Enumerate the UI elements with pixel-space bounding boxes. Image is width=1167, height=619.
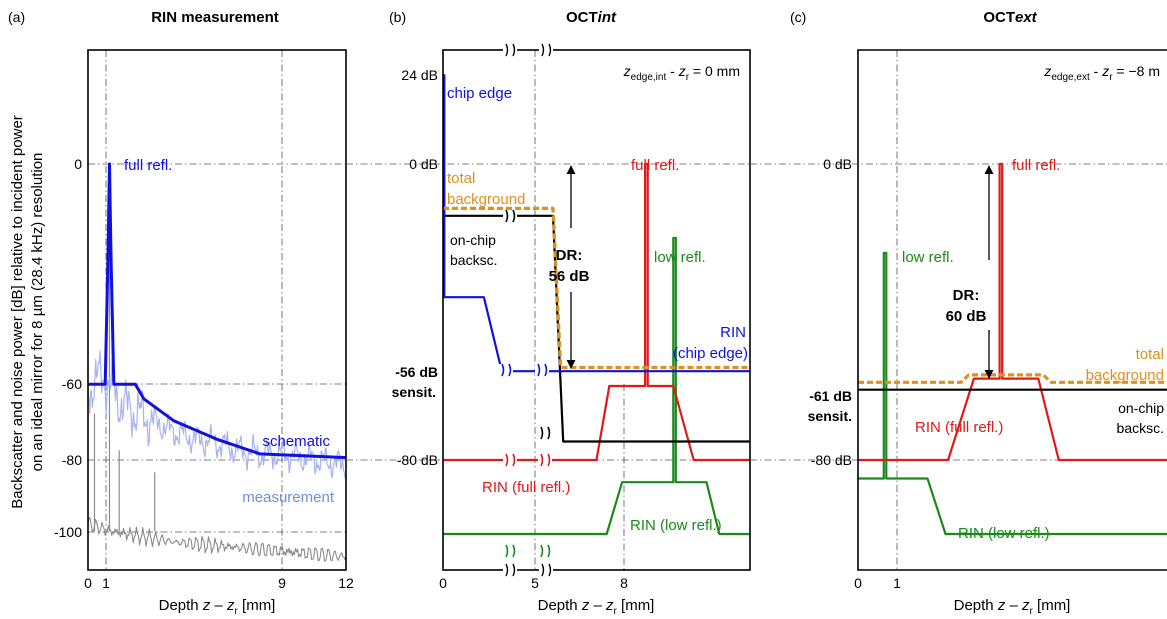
panel-a-ytick-60: -60	[62, 376, 82, 392]
panel-b-label-total-2: background	[447, 191, 525, 208]
panel-c-title: OCText	[983, 9, 1037, 26]
panel-c-xtick-1: 1	[893, 575, 901, 591]
ylabel-line-2: on an ideal mirror for 8 µm (28.4 kHz) r…	[29, 153, 46, 472]
panel-a-letter: (a)	[8, 9, 25, 25]
panel-c: (c) OCText 0 dB -80 dB -61 dB sensit. 0 …	[750, 9, 1167, 617]
panel-a-label-measurement: measurement	[242, 489, 335, 506]
panel-b-sens-label: sensit.	[392, 384, 436, 400]
panel-b-label-onchip-1: on-chip	[450, 232, 496, 248]
panel-b-sens-value: -56 dB	[395, 364, 438, 380]
panel-c-grid	[750, 50, 1167, 570]
break-low-refl-1	[503, 544, 517, 558]
panel-c-letter: (c)	[790, 9, 806, 25]
panel-b-label-onchip-2: backsc.	[450, 252, 497, 268]
panel-b-title: OCTint	[566, 9, 617, 26]
schematic-line	[88, 162, 347, 460]
panel-a-ytick-100: -100	[54, 524, 82, 540]
panel-c-ytick-80: -80 dB	[811, 452, 852, 468]
break-bot-2	[541, 563, 552, 577]
panel-c-label-onchip-2: backsc.	[1117, 420, 1164, 436]
panel-a-xtick-12: 12	[338, 575, 354, 591]
panel-a-xtick-1: 1	[102, 575, 110, 591]
panel-b-xlabel: Depth z – zr [mm]	[538, 597, 655, 617]
panel-b-label-rin-low: RIN (low refl.)	[630, 517, 722, 534]
panel-a-frame	[87, 49, 347, 571]
panel-b-axis-breaks	[503, 43, 553, 577]
panel-b-label-dr-1: DR:	[556, 247, 583, 264]
break-chip-edge-1	[499, 363, 513, 377]
panel-c-xtick-0: 0	[854, 575, 862, 591]
panel-c-sens-value: -61 dB	[809, 388, 852, 404]
panel-c-label-rin-low: RIN (low refl.)	[958, 525, 1050, 542]
panel-a: (a) RIN measurement 0 -60 -80 -100 0 1 9…	[8, 9, 354, 617]
panel-c-ytick-0: 0 dB	[823, 156, 852, 172]
panel-b-equation: zedge,int - zr = 0 mm	[623, 63, 740, 83]
panel-a-label-full-refl: full refl.	[124, 157, 172, 174]
panel-b-label-low-refl: low refl.	[654, 249, 706, 266]
break-bot-1	[505, 563, 516, 577]
break-top-1	[505, 43, 516, 57]
panel-c-label-low-refl: low refl.	[902, 249, 954, 266]
total-background-line	[858, 373, 1167, 384]
break-full-refl-2	[538, 453, 552, 467]
full-refl-line	[858, 162, 1167, 462]
ylabel-line-1: Backscatter and noise power [dB] relativ…	[9, 115, 26, 509]
low-refl-line	[443, 236, 750, 536]
panel-b-label-rin-1: RIN	[720, 324, 746, 341]
panel-b-label-chip-edge: chip edge	[447, 85, 512, 102]
panel-a-xtick-9: 9	[278, 575, 286, 591]
panel-c-label-full-refl: full refl.	[1012, 157, 1060, 174]
panel-b-frame	[442, 49, 751, 571]
panel-c-sens-label: sensit.	[808, 408, 852, 424]
chip-edge-line	[443, 74, 750, 373]
panel-a-xlabel: Depth z – zr [mm]	[159, 597, 276, 617]
break-top-2	[541, 43, 552, 57]
panel-b-xtick-0: 0	[439, 575, 447, 591]
panel-b-label-full-refl: full refl.	[631, 157, 679, 174]
panel-b-label-rin-2: (chip edge)	[673, 345, 748, 362]
panel-a-ytick-80: -80	[62, 452, 82, 468]
panel-c-label-total-2: background	[1086, 367, 1164, 384]
low-refl-line	[858, 251, 1167, 536]
panel-b-xtick-5: 5	[531, 575, 539, 591]
break-full-refl-1	[503, 453, 517, 467]
measurement-line	[87, 350, 347, 480]
panel-c-label-dr-1: DR:	[953, 287, 980, 304]
panel-b-label-dr-2: 56 dB	[549, 268, 590, 285]
panel-b-ytick-24: 24 dB	[401, 67, 438, 83]
total-background-line	[443, 206, 750, 370]
panel-b: (b) OCTint 24 dB 0 dB -80 dB -56 dB	[346, 9, 751, 617]
full-refl-line	[443, 162, 750, 462]
panel-b-label-rin-full: RIN (full refl.)	[482, 479, 570, 496]
panel-c-label-rin-full: RIN (full refl.)	[915, 419, 1003, 436]
panel-b-letter: (b)	[389, 9, 406, 25]
panel-b-ytick-80: -80 dB	[397, 452, 438, 468]
panel-c-label-total-1: total	[1136, 346, 1164, 363]
panel-a-xtick-0: 0	[84, 575, 92, 591]
measurement-noise-floor	[87, 516, 347, 562]
break-onchip-1	[503, 209, 517, 223]
panel-c-xlabel: Depth z – zr [mm]	[954, 597, 1071, 617]
panel-a-plot	[87, 162, 347, 562]
break-low-refl-2	[538, 544, 552, 558]
panel-b-label-total-1: total	[447, 170, 475, 187]
panel-a-ytick-0: 0	[74, 156, 82, 172]
panel-a-label-schematic: schematic	[262, 433, 330, 450]
panel-b-ytick-0: 0 dB	[409, 156, 438, 172]
panel-c-label-onchip-1: on-chip	[1118, 400, 1164, 416]
panel-c-equation: zedge,ext - zr = −8 m	[1043, 63, 1160, 83]
panel-b-plot	[443, 74, 750, 558]
break-chip-edge-2	[535, 363, 549, 377]
panel-b-grid	[346, 50, 750, 570]
panel-c-plot	[858, 162, 1167, 536]
break-onchip-2	[538, 426, 552, 440]
panel-c-frame	[857, 49, 1167, 571]
panel-a-title: RIN measurement	[151, 9, 279, 26]
panel-b-xtick-8: 8	[620, 575, 628, 591]
panel-c-label-dr-2: 60 dB	[946, 308, 987, 325]
